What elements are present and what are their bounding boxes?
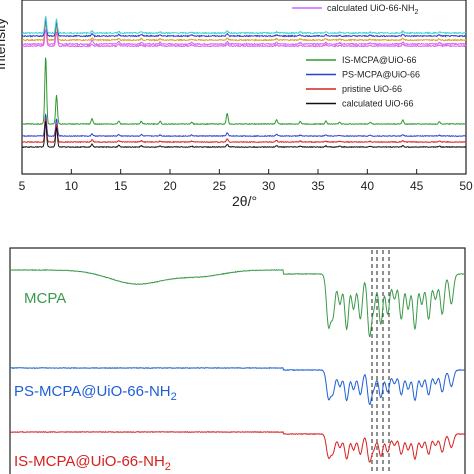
xrd-series-0 — [21, 15, 467, 46]
legend-bottom: IS-MCPA@UiO-66 PS-MCPA@UiO-66 pristine UiO… — [306, 55, 420, 109]
xrd-panel: 5 10 15 20 25 30 35 40 45 50 Intensity 2θ/° calcu… — [0, 0, 473, 209]
xrd-series-5 — [21, 57, 467, 126]
xrd-series-1 — [21, 21, 467, 42]
xrd-series-4 — [21, 28, 467, 48]
ir-curves — [9, 268, 466, 463]
xrd-series-7 — [21, 117, 467, 144]
ir-label-2: IS-MCPA@UiO-66-NH2 — [14, 453, 171, 473]
legend-bottom-label-0: IS-MCPA@UiO-66 — [342, 55, 416, 65]
legend-bottom-label-2: pristine UiO-66 — [342, 84, 402, 94]
y-axis-label: Intensity — [0, 18, 8, 70]
ir-label-0: MCPA — [24, 290, 66, 307]
legend-bottom-label-3: calculated UiO-66 — [342, 99, 414, 109]
xrd-series-6 — [21, 113, 467, 138]
x-tick-label-30: 30 — [262, 179, 276, 193]
x-tick-label-20: 20 — [163, 179, 177, 193]
x-tick-label-40: 40 — [361, 179, 375, 193]
legend-top: calculated UiO-66-NH2 — [292, 3, 419, 16]
x-tick-label-10: 10 — [65, 179, 79, 193]
x-tick-label-35: 35 — [311, 179, 325, 193]
x-tick-label-45: 45 — [410, 179, 424, 193]
xrd-x-ticks: 5 10 15 20 25 30 35 40 45 50 — [19, 169, 473, 193]
x-tick-label-50: 50 — [459, 179, 473, 193]
ir-series-0 — [9, 268, 465, 338]
ir-label-1: PS-MCPA@UiO-66-NH2 — [14, 383, 177, 403]
legend-bottom-label-1: PS-MCPA@UiO-66 — [342, 70, 420, 80]
x-tick-label-15: 15 — [114, 179, 128, 193]
legend-top-label-0: calculated UiO-66-NH2 — [327, 3, 419, 16]
x-tick-label-5: 5 — [19, 179, 26, 193]
xrd-series-2 — [21, 19, 467, 38]
ir-dashed-lines — [371, 250, 390, 474]
ir-plot-frame — [9, 247, 466, 474]
x-tick-label-25: 25 — [213, 179, 227, 193]
ir-series-1 — [10, 366, 466, 406]
xrd-plot-frame — [21, 0, 467, 175]
xrd-series-3 — [21, 16, 466, 35]
xrd-curves — [21, 15, 467, 149]
xrd-series-8 — [21, 120, 467, 149]
ir-series-2 — [9, 430, 466, 463]
ir-panel: MCPA PS-MCPA@UiO-66-NH2 IS-MCPA@UiO-66-NH2 — [9, 247, 466, 474]
ir-labels: MCPA PS-MCPA@UiO-66-NH2 IS-MCPA@UiO-66-NH2 — [14, 290, 177, 473]
x-axis-label: 2θ/° — [232, 193, 257, 209]
